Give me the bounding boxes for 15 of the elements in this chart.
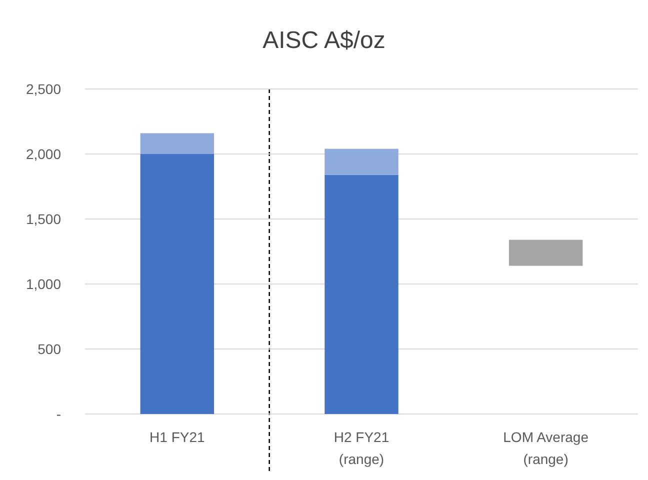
y-tick-label: 1,500 xyxy=(26,210,62,227)
chart-title: AISC A$/oz xyxy=(262,27,386,54)
bar xyxy=(140,154,214,414)
y-tick-label: - xyxy=(56,406,62,422)
bar xyxy=(140,133,214,154)
y-tick-label: 2,000 xyxy=(26,146,62,162)
y-tick-label: 2,500 xyxy=(26,80,62,97)
x-tick-label: LOM Average (range) xyxy=(503,429,589,467)
bar xyxy=(324,174,398,414)
x-tick-label: H2 FY21 (range) xyxy=(334,429,390,467)
y-tick-label: 1,000 xyxy=(26,276,62,292)
bar xyxy=(324,148,398,175)
bar xyxy=(508,240,583,266)
x-tick-label: H1 FY21 xyxy=(150,429,206,445)
y-tick-label: 500 xyxy=(38,340,62,357)
